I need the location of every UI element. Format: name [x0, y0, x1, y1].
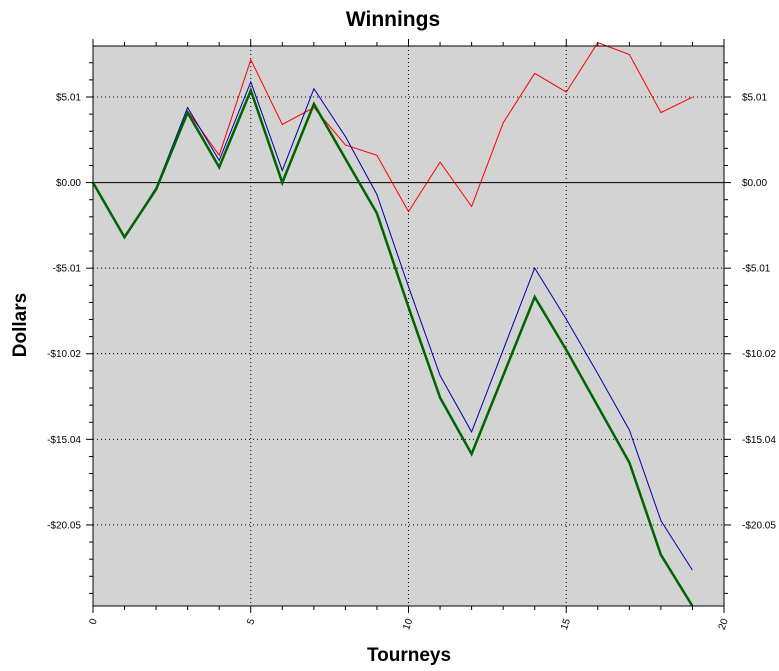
x-tick-label: 0 [88, 617, 100, 626]
y-tick-label-left: -$20.05 [47, 520, 81, 531]
y-tick-label-right: -$5.01 [742, 264, 771, 275]
y-tick-label-right: $0.00 [742, 178, 767, 189]
y-tick-label-left: -$15.04 [47, 435, 81, 446]
x-tick-label: 15 [559, 617, 573, 632]
y-tick-label-left: -$10.02 [47, 349, 81, 360]
tick-labels: $5.01 $5.01 $0.00 $0.00 -$5.01 -$5.01 -$10.02 -… [47, 93, 776, 632]
gridlines [93, 46, 724, 606]
y-tick-label-right: -$10.02 [742, 349, 776, 360]
series-line-1 [92, 41, 693, 239]
y-tick-label-left: -$5.01 [53, 264, 82, 275]
series-line-2 [92, 80, 693, 571]
x-axis-title: Tourneys [367, 645, 451, 666]
y-axis-title: Dollars [10, 293, 31, 357]
y-tick-label-right: $5.01 [742, 93, 767, 104]
axis-ticks [86, 39, 731, 613]
y-tick-label-right: -$15.04 [742, 435, 776, 446]
series-line-3 [91, 86, 694, 607]
y-tick-label-left: $0.00 [56, 178, 81, 189]
y-tick-label-right: -$20.05 [742, 520, 776, 531]
x-tick-label: 5 [245, 617, 257, 626]
chart-title: Winnings [346, 8, 440, 31]
x-tick-label: 10 [401, 617, 415, 632]
x-tick-label: 20 [717, 617, 731, 632]
series-layer [91, 41, 694, 607]
y-tick-label-left: $5.01 [56, 93, 81, 104]
